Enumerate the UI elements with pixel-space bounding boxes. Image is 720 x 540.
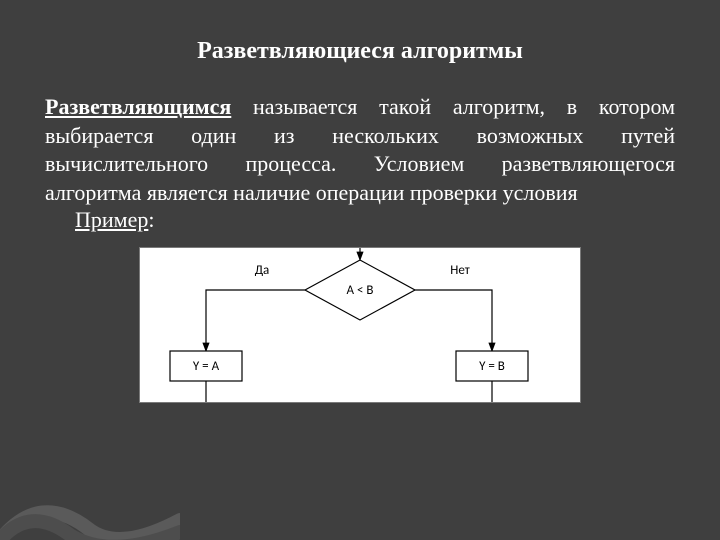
flowchart-svg: A < B Да Нет Y = A Y = B [140, 248, 580, 402]
example-label-row: Пример: [45, 207, 675, 233]
term: Разветвляющимся [45, 94, 231, 119]
corner-decoration-icon [0, 480, 180, 540]
svg-text:Y = A: Y = A [193, 359, 220, 374]
slide: Разветвляющиеся алгоритмы Разветвляющимс… [0, 0, 720, 540]
svg-text:A < B: A < B [347, 283, 374, 298]
svg-text:Да: Да [255, 263, 270, 278]
svg-text:Нет: Нет [450, 263, 470, 278]
example-colon: : [148, 207, 154, 232]
diagram-container: A < B Да Нет Y = A Y = B [45, 247, 675, 403]
svg-text:Y = B: Y = B [479, 359, 505, 374]
flowchart: A < B Да Нет Y = A Y = B [139, 247, 581, 403]
slide-title: Разветвляющиеся алгоритмы [45, 38, 675, 65]
definition-paragraph: Разветвляющимся называется такой алгорит… [45, 93, 675, 207]
example-label: Пример [75, 207, 148, 232]
